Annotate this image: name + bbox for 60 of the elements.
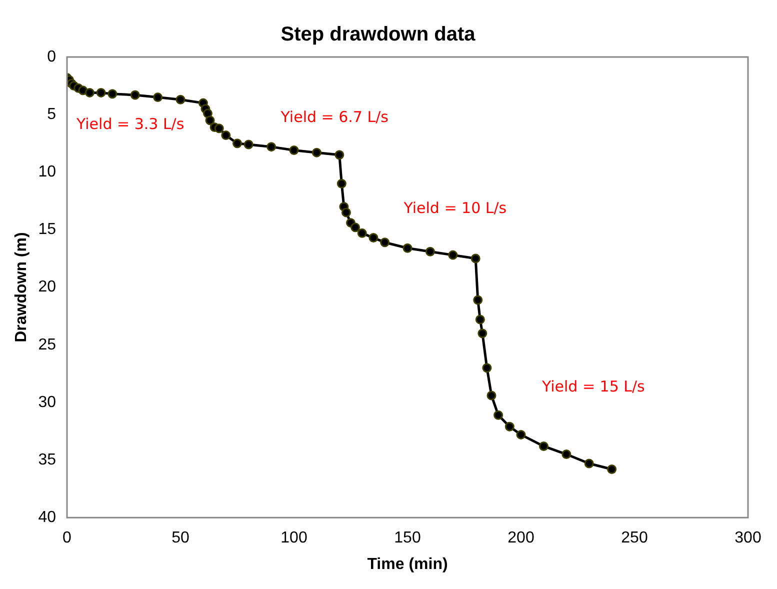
point (425, 246, 435, 256)
point (130, 90, 140, 100)
point (221, 130, 231, 140)
y-tick-label: 25 (38, 336, 56, 354)
point (562, 450, 572, 460)
point (607, 464, 617, 474)
point (494, 410, 504, 420)
y-tick-label: 15 (38, 221, 56, 238)
point (214, 124, 224, 134)
point (486, 390, 496, 400)
chart-title: Step drawdown data (280, 24, 476, 46)
x-tick-label: 300 (734, 530, 762, 547)
x-tick-label: 0 (62, 530, 72, 547)
y-tick-label: 35 (38, 451, 56, 468)
point (153, 92, 163, 102)
point (482, 363, 492, 373)
y-tick-label: 30 (38, 394, 56, 411)
point (402, 243, 412, 253)
x-tick-label: 50 (172, 530, 190, 547)
x-tick-label: 250 (621, 530, 648, 547)
point (473, 295, 483, 305)
point (584, 458, 594, 468)
x-tick-label: 150 (394, 530, 421, 547)
point (516, 430, 526, 440)
point (176, 94, 186, 104)
y-tick-label: 5 (47, 106, 56, 123)
x-tick-label: 200 (508, 530, 534, 547)
x-tick-label: 100 (280, 530, 308, 547)
y-tick-label: 0 (47, 48, 56, 66)
annotation: Yield = 15 L/s (540, 378, 646, 396)
point (336, 178, 346, 188)
point (341, 208, 351, 218)
point (504, 422, 514, 432)
point (475, 314, 485, 324)
y-tick-label: 40 (38, 509, 56, 526)
point (448, 250, 458, 260)
point (470, 254, 480, 264)
annotation: Yield = 10 L/s (402, 198, 507, 217)
y-tick-label: 10 (38, 164, 56, 181)
point (289, 146, 299, 156)
point (244, 140, 254, 150)
annotation: Yield = 3.3 L/s (75, 115, 184, 134)
point (478, 328, 488, 338)
point (350, 222, 360, 232)
point (380, 238, 390, 248)
point (357, 228, 367, 238)
point (368, 233, 378, 243)
point (232, 138, 242, 148)
point (312, 148, 322, 158)
point (266, 142, 276, 152)
point (334, 150, 344, 160)
annotation: Yield = 6.7 L/s (280, 108, 389, 126)
point (205, 116, 215, 126)
point (84, 88, 94, 98)
y-tick-label: 20 (38, 278, 56, 296)
point (96, 88, 106, 98)
point (538, 441, 548, 451)
point (108, 89, 118, 99)
y-axis-title: Drawdown (m) (13, 232, 30, 342)
x-axis-title: Time (min) (367, 556, 448, 573)
